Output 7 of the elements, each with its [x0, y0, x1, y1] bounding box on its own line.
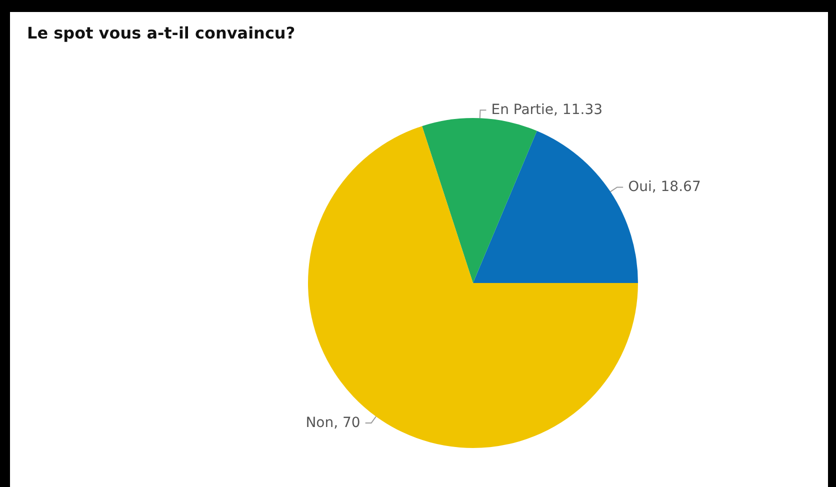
data-label: , 18.67: [652, 179, 701, 196]
data-label: , 11.33: [554, 102, 603, 118]
text: Le spot vous a-t-il convaincu?: [27, 24, 296, 42]
slice-label: En Partie: [491, 102, 554, 118]
slice-label: Non: [306, 414, 334, 431]
slice-label: Oui: [628, 179, 652, 196]
data-label: , 70: [334, 414, 360, 431]
